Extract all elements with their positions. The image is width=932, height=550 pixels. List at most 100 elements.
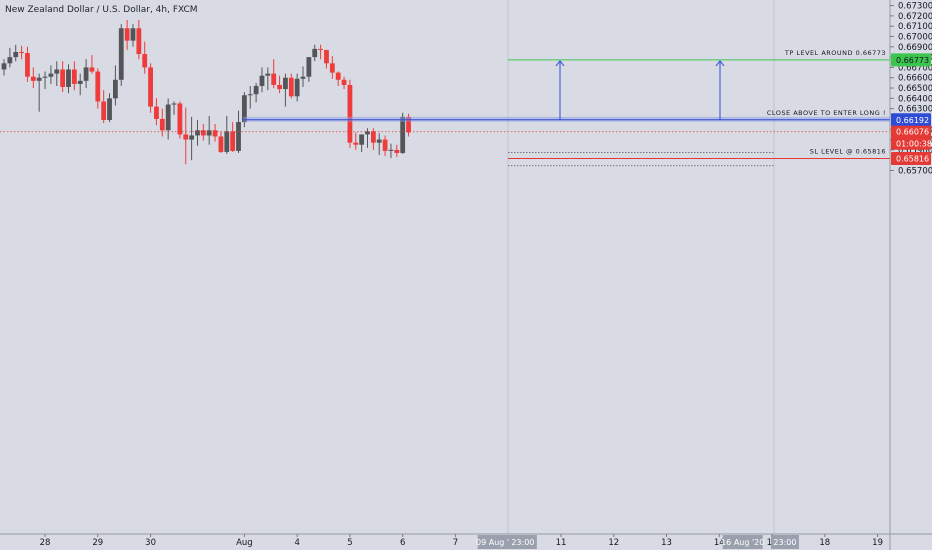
candle-body [388,149,394,151]
candle-body [25,53,30,77]
time-axis[interactable]: 282930Aug45671112131417181909 Aug '2023:… [0,533,932,549]
candle-body [118,28,124,80]
candle-body [200,130,206,136]
candle-body [271,73,277,85]
price-tick-label: 0.67000 [898,33,932,43]
price-tick-label: 0.67100 [898,22,932,32]
candle-body [277,84,282,90]
time-tick-label: 30 [145,538,156,548]
date-badge-label: 09 Aug '20 [476,538,519,547]
price-tick-label: 0.66400 [898,94,932,104]
tp-price-label: 0.66773 [896,56,929,65]
candle-body [159,118,165,131]
date-badge [722,535,763,549]
candle-body [265,73,271,76]
price-tick-label: 0.65700 [898,166,932,176]
candle-body [382,139,388,151]
sl-price-badge [891,152,931,166]
candle-body [247,94,253,96]
candle-body [77,80,83,84]
price-levels: TP LEVEL AROUND 0.66773 CLOSE ABOVE TO EN… [0,49,890,167]
sl-level-note: SL LEVEL @ 0.65816 [810,148,886,156]
candle-body [224,131,230,152]
candle-body [83,67,89,81]
candle-body [359,134,365,145]
date-badge-label: 23:00 [511,538,534,547]
candle-body [42,76,48,78]
candle-body [165,104,171,131]
candle-body [324,49,329,64]
candle-body [329,63,335,73]
candle-body [236,122,241,151]
candle-body [89,67,95,72]
time-tick-label: 5 [347,538,352,548]
time-tick-label: 4 [294,538,299,548]
candle-body [259,75,265,86]
current-price-badge [891,125,931,150]
candle-body [71,69,77,84]
price-tick-label: 0.65900 [898,146,932,156]
candle-body [206,130,212,136]
candle-body [130,28,136,41]
candle-body [30,76,36,81]
price-tick-label: 0.67300 [898,2,932,12]
entry-price-badge [891,113,931,127]
price-tick-label: 0.66600 [898,74,932,84]
time-tick-label: 13 [661,538,672,548]
candle-body [370,131,376,143]
candle-body [288,77,294,97]
time-tick-label: 29 [92,538,103,548]
candle-body [142,54,148,68]
countdown-label: 01:00:38 [896,140,932,149]
candle-body [312,48,318,58]
time-tick-label: 28 [40,538,51,548]
price-tick-label: 0.66300 [898,105,932,115]
candle-body [95,71,101,102]
candle-body [347,84,353,143]
candle-body [36,77,42,81]
candle-body [154,106,159,119]
candle-body [124,28,130,41]
candle-body [183,134,189,140]
candle-body [48,73,54,77]
chart-title: New Zealand Dollar / U.S. Dollar, 4h, FX… [5,5,198,15]
candle-body [54,69,60,74]
candle-body [283,77,288,90]
candle-body [406,116,411,133]
candle-body [335,72,341,80]
time-tick-label: 7 [453,538,458,548]
candle-body [195,130,200,136]
date-badge [770,535,799,549]
candle-body [13,51,19,58]
candle-body [294,78,300,97]
target-arrow-head [555,60,565,67]
candle-body [318,48,324,50]
date-badge [508,535,537,549]
candle-body [253,85,259,95]
candle-body [19,51,24,54]
chart-grid [507,0,775,534]
candle-body [394,149,400,153]
candle-body [171,103,177,105]
candle-body [376,139,382,143]
date-badge [477,535,518,549]
current-price-label: 0.66076 [896,128,929,137]
time-tick-label: 12 [608,538,619,548]
time-tick-label: 11 [556,538,567,548]
candle-body [60,69,66,88]
candle-body [306,57,312,77]
time-tick-label: Aug [236,538,253,548]
entry-price-label: 0.66192 [896,116,929,125]
candle-body [7,57,13,64]
candle-body [218,136,224,152]
time-tick-label: 19 [872,538,883,548]
price-axis[interactable]: 0.673000.672000.671000.670000.669000.668… [890,2,932,177]
time-tick-label: 14 [714,538,725,548]
price-tick-label: 0.66900 [898,43,932,53]
price-tick-label: 0.67200 [898,12,932,22]
candle-body [177,103,183,135]
candle-body [66,69,71,88]
candle-body [189,135,195,140]
